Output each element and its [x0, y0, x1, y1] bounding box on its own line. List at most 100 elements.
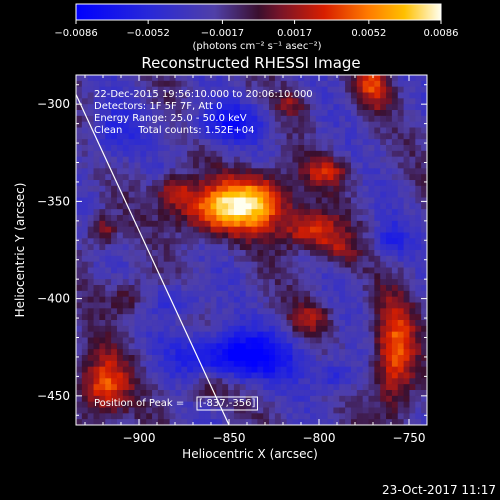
heatmap-cell [228, 145, 235, 152]
heatmap-cell [228, 121, 235, 128]
heatmap-cell [333, 395, 340, 403]
heatmap-cell [327, 325, 334, 333]
heatmap-cell [350, 150, 358, 158]
heatmap-cell [140, 372, 147, 379]
y-tick-label: −350 [37, 194, 70, 208]
heatmap-cell [263, 174, 270, 181]
heatmap-cell [274, 180, 282, 187]
heatmap-cell [292, 320, 299, 327]
heatmap-cell [415, 150, 422, 158]
heatmap-cell [292, 384, 299, 391]
heatmap-cell [315, 133, 323, 140]
heatmap-cell [327, 197, 334, 204]
heatmap-cell [169, 366, 176, 373]
heatmap-cell [76, 232, 83, 239]
heatmap-cell [380, 86, 387, 93]
heatmap-cell [152, 220, 159, 228]
heatmap-cell [187, 267, 194, 274]
heatmap-cell [298, 343, 305, 350]
heatmap-cell [175, 98, 182, 105]
heatmap-cell [327, 384, 334, 391]
heatmap-cell [210, 279, 217, 286]
heatmap-cell [310, 355, 317, 362]
heatmap-cell [93, 273, 100, 280]
heatmap-cell [251, 156, 258, 163]
heatmap-cell [128, 337, 135, 344]
heatmap-cell [204, 226, 211, 233]
heatmap-cell [368, 197, 375, 204]
x-tick-label: −800 [303, 431, 336, 445]
heatmap-cell [321, 395, 328, 403]
heatmap-cell [304, 75, 311, 82]
heatmap-cell [204, 145, 211, 152]
heatmap-cell [386, 331, 393, 338]
heatmap-cell [81, 232, 89, 239]
heatmap-cell [181, 174, 188, 181]
heatmap-cell [380, 110, 387, 117]
heatmap-cell [386, 384, 393, 391]
heatmap-cell [380, 162, 387, 169]
heatmap-cell [204, 343, 211, 350]
heatmap-cell [204, 395, 211, 403]
heatmap-cell [198, 349, 206, 356]
heatmap-cell [280, 180, 287, 187]
heatmap-cell [111, 366, 118, 373]
heatmap-cell [93, 185, 100, 193]
heatmap-cell [116, 250, 124, 257]
heatmap-cell [187, 331, 194, 338]
heatmap-cell [286, 75, 293, 82]
heatmap-cell [263, 273, 270, 280]
heatmap-cell [380, 395, 387, 403]
heatmap-cell [368, 296, 375, 303]
heatmap-cell [239, 285, 247, 292]
heatmap-cell [198, 162, 206, 169]
heatmap-cell [292, 145, 299, 152]
heatmap-cell [81, 413, 89, 420]
heatmap-cell [421, 232, 427, 239]
heatmap-cell [374, 80, 381, 88]
heatmap-cell [310, 366, 317, 373]
heatmap-cell [350, 185, 358, 193]
heatmap-cell [146, 150, 153, 158]
heatmap-cell [251, 349, 258, 356]
heatmap-cell [128, 267, 135, 274]
heatmap-cell [345, 150, 352, 158]
heatmap-cell [339, 296, 346, 303]
heatmap-cell [239, 296, 247, 303]
heatmap-cell [140, 378, 147, 385]
heatmap-cell [228, 355, 235, 362]
heatmap-cell [140, 156, 147, 163]
heatmap-cell [321, 331, 328, 338]
heatmap-cell [105, 226, 112, 233]
heatmap-cell [93, 250, 100, 257]
heatmap-cell [345, 238, 352, 245]
heatmap-cell [245, 180, 252, 187]
heatmap-cell [210, 378, 217, 385]
heatmap-cell [204, 360, 211, 368]
heatmap-cell [403, 378, 410, 385]
heatmap-cell [315, 290, 323, 298]
heatmap-cell [263, 244, 270, 251]
heatmap-cell [298, 238, 305, 245]
heatmap-cell [409, 115, 416, 123]
heatmap-cell [239, 98, 247, 105]
heatmap-cell [263, 98, 270, 105]
heatmap-cell [198, 384, 206, 391]
heatmap-cell [81, 255, 89, 263]
heatmap-cell [210, 86, 217, 93]
heatmap-cell [362, 314, 369, 321]
heatmap-cell [350, 209, 358, 216]
heatmap-cell [391, 191, 399, 198]
heatmap-cell [152, 320, 159, 327]
heatmap-cell [116, 285, 124, 292]
heatmap-cell [298, 267, 305, 274]
heatmap-cell [403, 419, 410, 425]
heatmap-cell [374, 401, 381, 408]
heatmap-cell [163, 80, 170, 88]
heatmap-cell [356, 80, 364, 88]
heatmap-cell [93, 401, 100, 408]
heatmap-cell [286, 98, 293, 105]
heatmap-cell [239, 215, 247, 222]
heatmap-cell [198, 92, 206, 99]
heatmap-cell [216, 285, 223, 292]
